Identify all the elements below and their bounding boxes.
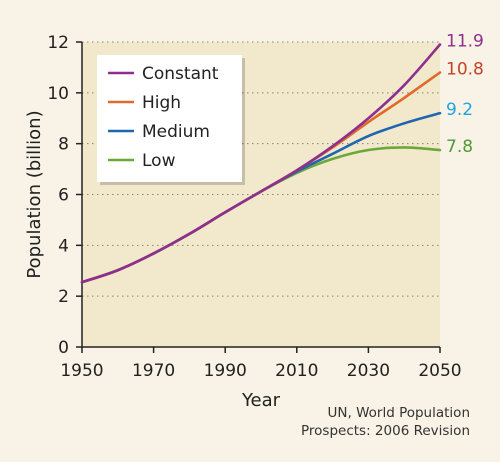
x-tick-label: 2030 bbox=[347, 361, 390, 381]
x-tick-label: 1990 bbox=[204, 361, 247, 381]
y-tick-label: 6 bbox=[58, 186, 69, 206]
legend-label-medium: Medium bbox=[142, 122, 210, 142]
y-tick-label: 0 bbox=[58, 338, 69, 358]
end-label-low: 7.8 bbox=[446, 137, 473, 157]
legend: Constant High Medium Low bbox=[97, 55, 245, 185]
x-tick-labels: 1950 1970 1990 2010 2030 2050 bbox=[60, 361, 461, 381]
source-line-2: Prospects: 2006 Revision bbox=[301, 423, 470, 439]
series-line-constant bbox=[80, 43, 442, 284]
axes bbox=[76, 41, 441, 353]
x-axis-title: Year bbox=[241, 390, 281, 411]
x-tick-label: 2010 bbox=[275, 361, 318, 381]
y-tick-label: 4 bbox=[58, 236, 69, 256]
x-tick-label: 1950 bbox=[60, 361, 103, 381]
end-label-medium: 9.2 bbox=[446, 100, 473, 120]
legend-label-high: High bbox=[142, 93, 181, 113]
legend-label-low: Low bbox=[142, 151, 176, 171]
y-axis-title: Population (billion) bbox=[24, 110, 45, 278]
end-label-high: 10.8 bbox=[446, 60, 484, 80]
source-note: UN, World Population Prospects: 2006 Rev… bbox=[210, 404, 470, 440]
y-tick-label: 2 bbox=[58, 287, 69, 307]
source-line-1: UN, World Population bbox=[327, 405, 470, 421]
legend-label-constant: Constant bbox=[142, 64, 219, 84]
x-tick-label: 2050 bbox=[418, 361, 461, 381]
end-labels: 11.9 10.8 9.2 7.8 bbox=[446, 32, 484, 157]
y-tick-labels: 0 2 4 6 8 10 12 bbox=[47, 33, 69, 358]
y-tick-label: 10 bbox=[47, 84, 69, 104]
x-tick-label: 1970 bbox=[132, 361, 175, 381]
y-tick-label: 8 bbox=[58, 135, 69, 155]
end-label-constant: 11.9 bbox=[446, 32, 484, 52]
y-tick-label: 12 bbox=[47, 33, 69, 53]
series-lines bbox=[80, 43, 442, 284]
